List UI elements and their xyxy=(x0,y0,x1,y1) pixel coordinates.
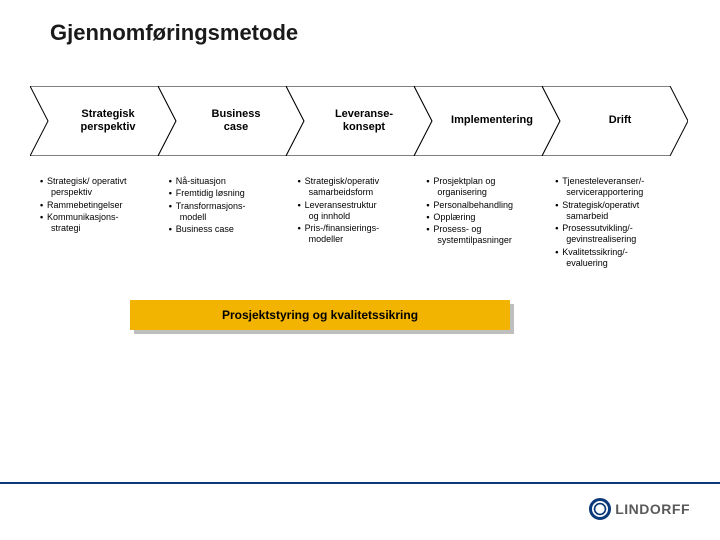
process-stage-label: Leveranse- konsept xyxy=(286,86,432,156)
stage-bullets: Nå-situasjonFremtidig løsning Transformas… xyxy=(169,176,294,270)
bullet-item: Kommunikasjons-strategi xyxy=(40,212,165,235)
qa-bar: Prosjektstyring og kvalitetssikring xyxy=(130,300,510,330)
bullet-item: Transformasjons-modell xyxy=(169,201,294,224)
logo-ring-icon xyxy=(589,498,611,520)
bullet-item: Strategisk/operativsamarbeidsform xyxy=(298,176,423,199)
process-stage-arrow: Implementering xyxy=(414,86,560,156)
bullet-item: Rammebetingelser xyxy=(40,200,165,211)
process-stage-label: Business case xyxy=(158,86,304,156)
bullets-row: Strategisk/ operativtperspektivRammebeti… xyxy=(40,176,680,270)
process-arrows-row: Strategisk perspektivBusiness caseLevera… xyxy=(30,86,670,156)
logo-text: LINDORFF xyxy=(615,501,690,517)
bullet-item: Leveransestrukturog innhold xyxy=(298,200,423,223)
process-stage-label: Implementering xyxy=(414,86,560,156)
stage-bullets: Strategisk/ operativtperspektivRammebeti… xyxy=(40,176,165,270)
process-stage-label: Drift xyxy=(542,86,688,156)
process-stage-arrow: Leveranse- konsept xyxy=(286,86,432,156)
stage-bullets: Tjenesteleveranser/-servicerapporteringS… xyxy=(555,176,680,270)
process-stage-arrow: Strategisk perspektiv xyxy=(30,86,176,156)
bullet-item: Prosess- ogsystemtilpasninger xyxy=(426,224,551,247)
bullet-item: Fremtidig løsning xyxy=(169,188,294,199)
bullet-item: Strategisk/ operativtperspektiv xyxy=(40,176,165,199)
stage-bullets: Prosjektplan ogorganiseringPersonalbehan… xyxy=(426,176,551,270)
bullet-item: Business case xyxy=(169,224,294,235)
bullet-item: Personalbehandling xyxy=(426,200,551,211)
bullet-item: Prosessutvikling/-gevinstrealisering xyxy=(555,223,680,246)
process-stage-label: Strategisk perspektiv xyxy=(30,86,176,156)
stage-bullets: Strategisk/operativsamarbeidsformLeveran… xyxy=(298,176,423,270)
slide: Gjennomføringsmetode Strategisk perspekt… xyxy=(0,0,720,540)
bullet-item: Nå-situasjon xyxy=(169,176,294,187)
bullet-item: Prosjektplan ogorganisering xyxy=(426,176,551,199)
brand-logo: LINDORFF xyxy=(589,498,690,520)
process-stage-arrow: Drift xyxy=(542,86,688,156)
bullet-item: Kvalitetssikring/-evaluering xyxy=(555,247,680,270)
bullet-item: Strategisk/operativtsamarbeid xyxy=(555,200,680,223)
footer-divider xyxy=(0,482,720,484)
process-stage-arrow: Business case xyxy=(158,86,304,156)
bullet-item: Tjenesteleveranser/-servicerapportering xyxy=(555,176,680,199)
bullet-item: Opplæring xyxy=(426,212,551,223)
bullet-item: Pris-/finansierings-modeller xyxy=(298,223,423,246)
page-title: Gjennomføringsmetode xyxy=(50,20,690,46)
qa-bar-wrap: Prosjektstyring og kvalitetssikring xyxy=(130,300,510,330)
